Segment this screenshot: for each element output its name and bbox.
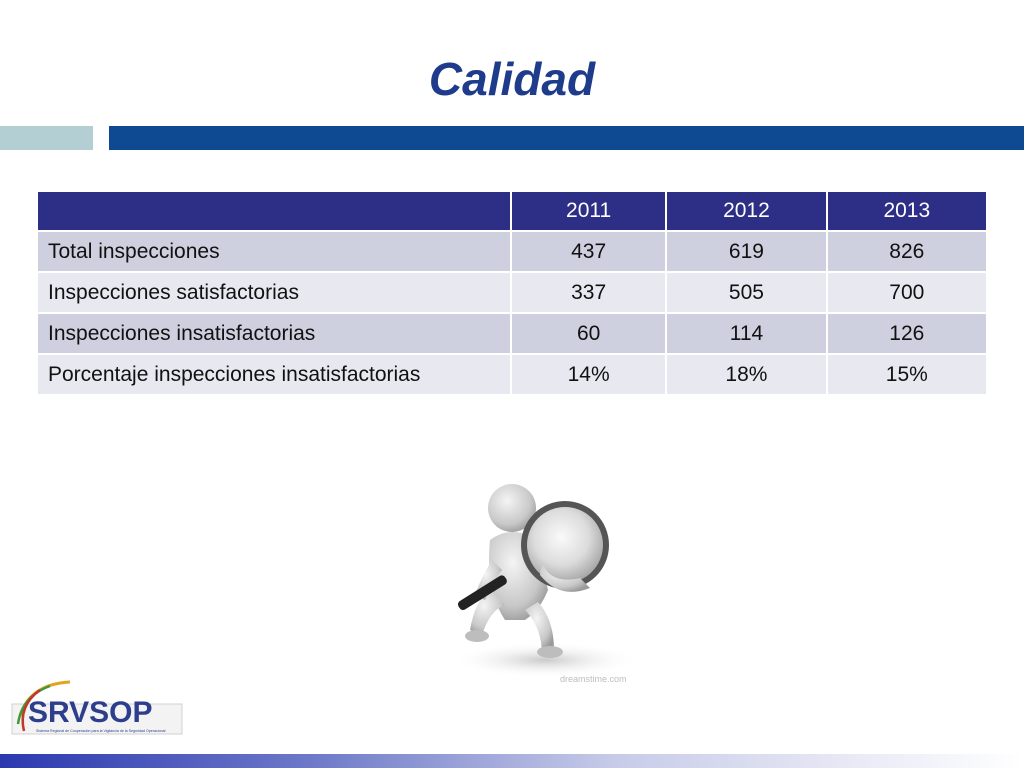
- row-label: Total inspecciones: [36, 230, 512, 273]
- row-label: Inspecciones insatisfactorias: [36, 312, 512, 355]
- table-cell: 337: [509, 271, 668, 314]
- header-cell-2013: 2013: [825, 190, 989, 232]
- table-row: Inspecciones insatisfactorias 60 114 126: [36, 312, 989, 355]
- table-cell: 437: [509, 230, 668, 273]
- slide-title: Calidad: [428, 53, 596, 105]
- table-cell: 114: [665, 312, 828, 355]
- row-label: Inspecciones satisfactorias: [36, 271, 512, 314]
- header-cell-2012: 2012: [665, 190, 828, 232]
- logo-subtitle: Sistema Regional de Cooperación para la …: [36, 729, 166, 733]
- table-cell: 700: [825, 271, 989, 314]
- table-cell: 15%: [825, 353, 989, 396]
- table-cell: 18%: [665, 353, 828, 396]
- table-cell: 826: [825, 230, 989, 273]
- row-label: Porcentaje inspecciones insatisfactorias: [36, 353, 512, 396]
- table-cell: 619: [665, 230, 828, 273]
- table-row: Inspecciones satisfactorias 337 505 700: [36, 271, 989, 314]
- inspections-table: 2011 2012 2013 Total inspecciones 437 61…: [36, 190, 989, 396]
- table-row: Total inspecciones 437 619 826: [36, 230, 989, 273]
- srvsop-logo: SRVSOP Sistema Regional de Cooperación p…: [11, 680, 183, 735]
- logo-text: SRVSOP: [28, 696, 153, 729]
- table-cell: 126: [825, 312, 989, 355]
- header-cell-2011: 2011: [509, 190, 668, 232]
- footer-gradient-bar: [0, 754, 1024, 768]
- decorative-bar-dark: [109, 126, 1024, 150]
- watermark-text: dreamstime.com: [560, 674, 627, 684]
- table-cell: 14%: [509, 353, 668, 396]
- decorative-bar-light: [0, 126, 93, 150]
- header-cell-empty: [36, 190, 512, 232]
- magnifier-figure-icon: dreamstime.com: [450, 484, 640, 684]
- table-header-row: 2011 2012 2013: [36, 190, 989, 232]
- table-row: Porcentaje inspecciones insatisfactorias…: [36, 353, 989, 396]
- table-cell: 60: [509, 312, 668, 355]
- table-cell: 505: [665, 271, 828, 314]
